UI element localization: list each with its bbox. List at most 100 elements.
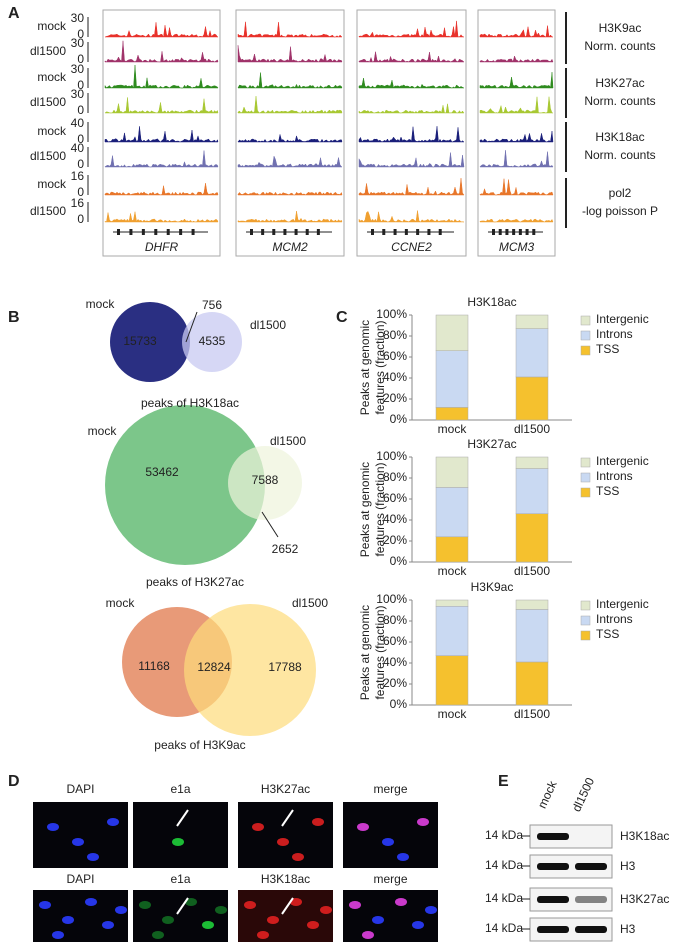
y-tick-label: 0% (390, 412, 408, 426)
legend-swatch (580, 457, 591, 468)
exon (512, 229, 516, 235)
venn-circle (110, 302, 190, 382)
track-signal (237, 96, 343, 114)
y-tick-label: 20% (383, 533, 407, 547)
track-signal (358, 20, 465, 38)
bar-segment (515, 599, 549, 610)
track-panel (477, 9, 556, 257)
exon (404, 229, 408, 235)
venn-right-only: 17788 (268, 660, 302, 674)
group-label: H3K18ac (595, 130, 644, 144)
image-label: H3K18ac (261, 872, 310, 886)
micrograph (238, 890, 333, 942)
y-tick-label: 20% (383, 391, 407, 405)
micrograph (33, 802, 128, 868)
image-label: DAPI (66, 872, 94, 886)
condition-label: dl1500 (30, 204, 66, 218)
arrow (176, 809, 189, 827)
track-panel (356, 9, 467, 257)
legend-label: TSS (596, 342, 619, 356)
lane-label: mock (535, 778, 560, 811)
legend-swatch (580, 615, 591, 626)
legend-swatch (580, 330, 591, 341)
track-panel (235, 9, 345, 257)
condition-label: mock (37, 124, 67, 138)
y-axis-label: Peaks at genomic (358, 320, 372, 415)
y-tick-label: 80% (383, 613, 407, 627)
track-signal (479, 72, 554, 89)
gene-name: MCM2 (272, 240, 308, 254)
nucleus (72, 838, 84, 846)
y-tick-label: 0% (390, 697, 408, 711)
track-signal (479, 178, 554, 196)
exon (294, 229, 298, 235)
condition-label: mock (37, 19, 67, 33)
nucleus (292, 853, 304, 861)
track-signal (104, 22, 219, 38)
nucleus (87, 853, 99, 861)
y-axis-label: Peaks at genomic (358, 605, 372, 700)
y-tick-label: 80% (383, 470, 407, 484)
axis-label: 30 (71, 11, 85, 25)
arrow (281, 809, 294, 827)
condition-label: mock (37, 177, 67, 191)
exon (382, 229, 386, 235)
axis-label: 40 (71, 141, 85, 155)
track-signal (358, 77, 465, 89)
bar-segment (515, 661, 549, 706)
axis-label: 0 (77, 157, 84, 171)
bar-segment (515, 513, 549, 563)
axis-label: 0 (77, 132, 84, 146)
chart-title: H3K27ac (467, 437, 516, 451)
chart-title: H3K18ac (467, 295, 516, 309)
nucleus (85, 898, 97, 906)
exon (371, 229, 374, 235)
nucleus (277, 838, 289, 846)
axis-label: 0 (77, 103, 84, 117)
track-signal (479, 150, 554, 168)
track-signal (237, 72, 343, 89)
track-signal (479, 55, 554, 63)
group-label: Norm. counts (584, 148, 655, 162)
venn-overlap: 7588 (252, 473, 279, 487)
track-signal (358, 103, 465, 114)
nucleus (349, 901, 361, 909)
legend-label: Introns (596, 612, 633, 626)
bar-segment (435, 487, 469, 538)
bar-segment (515, 314, 549, 329)
micrograph (133, 890, 228, 942)
venn-right-only: 2652 (272, 542, 299, 556)
panel-label: D (8, 773, 20, 790)
venn (110, 302, 242, 382)
bar-segment (435, 407, 469, 421)
venn-right: dl1500 (270, 434, 306, 448)
legend-swatch (580, 472, 591, 483)
y-tick-label: 60% (383, 634, 407, 648)
venn-right-only: 4535 (199, 334, 226, 348)
condition-label: dl1500 (30, 95, 66, 109)
panel-label: A (8, 5, 20, 22)
track-signal (237, 155, 343, 168)
lane-label: dl1500 (569, 775, 597, 814)
legend-label: TSS (596, 627, 619, 641)
axis-label: 0 (77, 78, 84, 92)
x-tick-label: dl1500 (514, 564, 550, 578)
nucleus (202, 921, 214, 929)
band (575, 896, 607, 903)
exon (316, 229, 320, 235)
y-tick-label: 40% (383, 370, 407, 384)
track-signal (479, 130, 554, 143)
group-label: Norm. counts (584, 39, 655, 53)
exon (492, 229, 495, 235)
bar-segment (515, 609, 549, 663)
nucleus (252, 823, 264, 831)
track-panel (102, 9, 221, 257)
nucleus (320, 906, 332, 914)
micrograph (133, 802, 228, 868)
nucleus (307, 921, 319, 929)
group-label: pol2 (609, 186, 632, 200)
y-tick-label: 80% (383, 328, 407, 342)
nucleus (62, 916, 74, 924)
legend-swatch (580, 487, 591, 498)
y-tick-label: 100% (376, 307, 407, 321)
